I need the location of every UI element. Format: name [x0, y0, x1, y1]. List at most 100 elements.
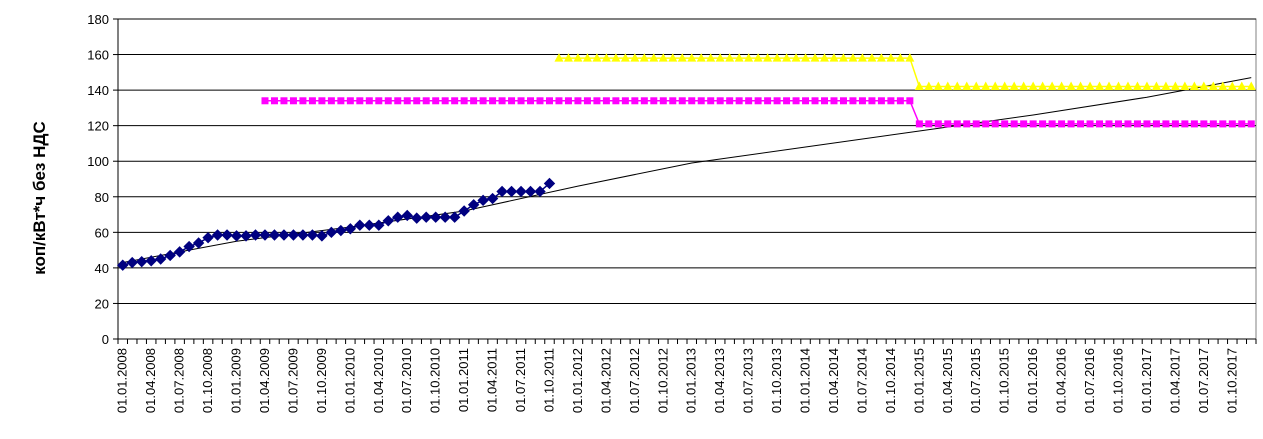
x-tick-label: 01.07.2014: [854, 348, 869, 413]
series-1-point: [524, 185, 537, 198]
series-2-point: [1096, 120, 1104, 128]
x-tick-label: 01.10.2009: [314, 348, 329, 413]
series-2-point: [821, 97, 829, 105]
series-2-point: [773, 97, 781, 105]
series-2-point: [1238, 120, 1246, 128]
series-2-point: [289, 97, 297, 105]
series-2-point: [991, 120, 999, 128]
series-3-point: [668, 53, 678, 62]
series-3-point: [829, 53, 839, 62]
x-tick-label: 01.04.2011: [485, 348, 500, 412]
series-3-point: [1038, 81, 1048, 91]
series-2-point: [460, 97, 468, 105]
series-2-point: [982, 120, 990, 128]
series-1-point: [126, 256, 138, 269]
series-1-point: [448, 211, 461, 223]
series-1-point: [401, 209, 413, 222]
series-1-point: [221, 229, 233, 241]
x-tick-label: 01.01.2016: [1025, 348, 1040, 413]
series-2-point: [517, 97, 525, 105]
x-tick-label: 01.07.2016: [1082, 348, 1097, 413]
series-3-point: [791, 53, 801, 62]
series-2-point: [830, 97, 838, 105]
x-tick-label: 01.10.2010: [428, 348, 443, 413]
series-1-point: [316, 230, 328, 242]
series-3-point: [725, 53, 735, 62]
series-2-point: [621, 97, 629, 105]
series-2-point: [849, 97, 857, 105]
x-tick-label: 01.10.2014: [883, 348, 898, 413]
series-2-point: [915, 120, 923, 128]
series-2-point: [839, 97, 847, 105]
series-3-point: [592, 53, 602, 62]
series-2-point: [602, 97, 610, 105]
series-3-point: [1237, 81, 1247, 91]
series-2-point: [1010, 120, 1018, 128]
series-2-point: [536, 97, 544, 105]
series-3-point: [1085, 81, 1095, 91]
series-3-point: [753, 53, 763, 62]
series-3-point: [782, 53, 792, 62]
series-3-point: [933, 81, 943, 91]
series-2-point: [944, 120, 952, 128]
x-tick-label: 01.07.2009: [285, 348, 300, 413]
series-3-point: [677, 53, 687, 62]
series-1-point: [173, 246, 186, 258]
series-3-point: [554, 53, 564, 62]
series-3-point: [952, 81, 962, 91]
series-1-point: [145, 255, 157, 267]
series-1-point: [335, 224, 347, 237]
series-1-point: [486, 192, 499, 205]
series-2-point: [441, 97, 449, 105]
series-2-point: [906, 97, 914, 105]
series-2-point: [479, 97, 487, 105]
x-tick-label: 01.07.2013: [741, 348, 756, 413]
series-3-point: [1170, 81, 1180, 91]
series-3-point: [563, 53, 573, 62]
x-tick-label: 01.10.2012: [655, 348, 670, 413]
series-2-point: [1086, 120, 1094, 128]
series-2-point: [764, 97, 772, 105]
series-3-point: [687, 53, 697, 62]
series-2-point: [1162, 120, 1170, 128]
series-3-point: [924, 81, 934, 91]
series-3-point: [706, 53, 716, 62]
series-1-point: [306, 229, 319, 241]
y-tick-label: 40: [95, 261, 109, 276]
series-2-point: [337, 97, 345, 105]
series-2-point: [432, 97, 440, 105]
series-2-point: [896, 97, 904, 105]
series-3-point: [1151, 81, 1161, 91]
x-tick-label: 01.07.2008: [172, 348, 187, 413]
series-2-point: [925, 120, 933, 128]
series-2-point: [280, 97, 288, 105]
y-tick-label: 120: [87, 119, 109, 134]
series-2-point: [527, 97, 535, 105]
series-3-point: [886, 53, 896, 62]
series-1-point: [505, 185, 518, 198]
series-3-point: [962, 81, 972, 91]
series-3-point: [981, 81, 991, 91]
series-3-point: [876, 53, 886, 62]
x-tick-label: 01.04.2012: [598, 348, 613, 413]
series-1-point: [240, 230, 252, 242]
x-tick-label: 01.10.2015: [997, 348, 1012, 413]
series-2-point: [1190, 120, 1198, 128]
series-2-point: [735, 97, 743, 105]
series-1-point: [458, 205, 470, 217]
series-2-point: [688, 97, 696, 105]
series-2-point: [375, 97, 383, 105]
series-3-point: [611, 53, 621, 62]
series-1-point: [297, 229, 309, 241]
series-3-point: [639, 53, 649, 62]
series-1-point: [354, 219, 366, 231]
series-3-point: [895, 53, 905, 62]
series-1-point: [183, 240, 195, 253]
series-3-point: [582, 53, 592, 62]
series-1-point: [420, 211, 432, 223]
series-1-point: [287, 229, 300, 241]
series-1-point: [477, 194, 489, 207]
series-1-point: [515, 185, 527, 198]
series-1-point: [325, 226, 338, 239]
